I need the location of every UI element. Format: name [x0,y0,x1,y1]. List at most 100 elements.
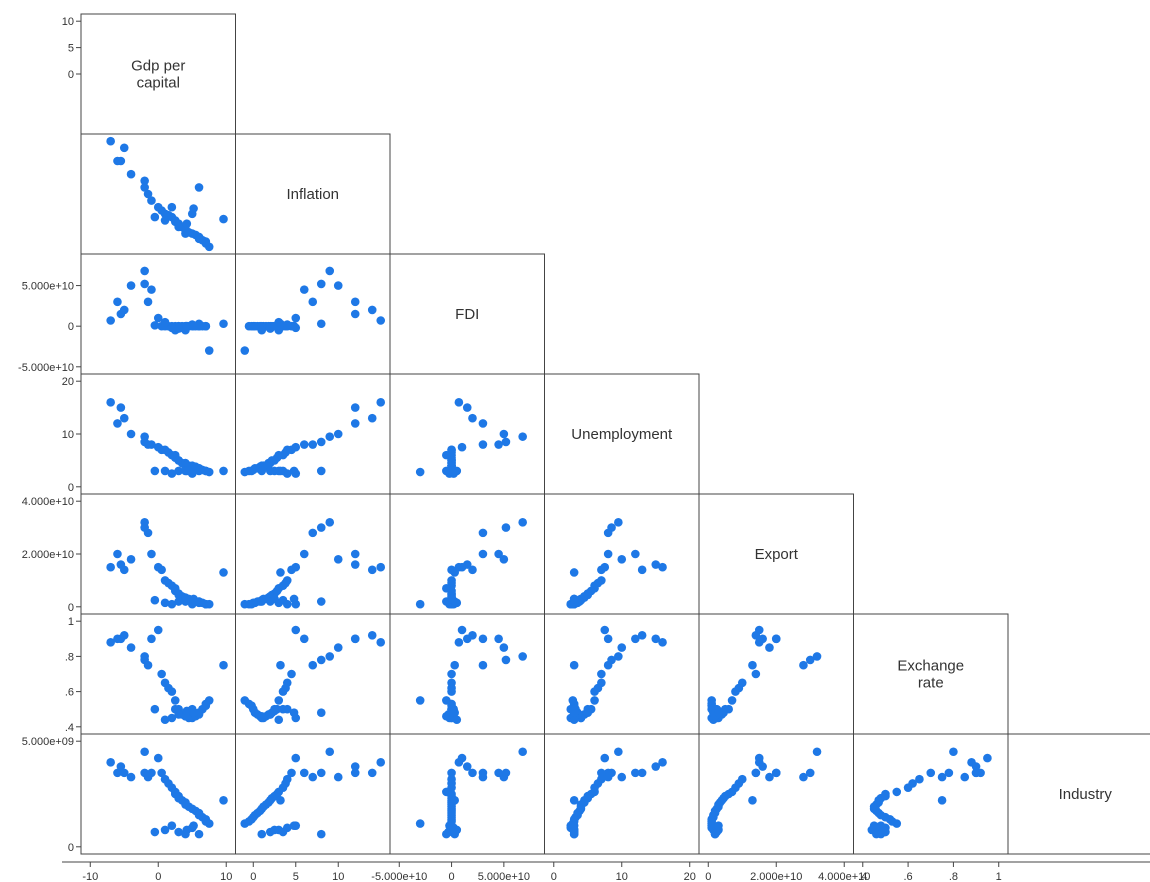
data-point-industry-vs-fdi [450,796,459,805]
data-point-exchange-vs-unemployment [568,696,578,705]
panel-border [235,373,391,495]
data-point-fdi-vs-inflation [376,316,386,325]
y-tick-label: 10 [62,429,74,441]
data-point-exchange-vs-fdi [450,660,459,670]
data-point-exchange-vs-fdi [454,638,464,647]
data-point-industry-vs-export [812,747,822,757]
x-tick-label: .4 [858,871,867,882]
data-point-industry-vs-gdp [182,825,192,835]
data-point-industry-vs-fdi [457,753,467,763]
data-point-fdi-vs-gdp [140,266,149,276]
data-point-industry-vs-unemployment [603,768,613,778]
panel-border [1007,733,1150,855]
data-point-inflation-vs-gdp [113,156,122,166]
data-point-unemployment-vs-gdp [113,419,122,428]
data-point-export-vs-inflation [278,595,288,605]
data-point-industry-vs-inflation [308,772,318,782]
data-point-industry-vs-gdp [194,829,204,839]
data-point-unemployment-vs-fdi [415,467,425,477]
data-point-exchange-vs-export [765,643,774,652]
data-point-export-vs-unemployment [603,549,613,559]
data-point-unemployment-vs-gdp [106,398,115,407]
data-point-exchange-vs-fdi [494,634,503,644]
data-point-inflation-vs-gdp [167,202,177,212]
data-point-export-vs-unemployment [614,518,623,527]
data-point-industry-vs-unemployment [597,768,606,778]
data-point-industry-vs-inflation [350,762,360,771]
data-point-industry-vs-inflation [257,829,267,839]
data-point-export-vs-unemployment [637,565,647,575]
y-tick-label: .6 [65,687,74,699]
data-point-unemployment-vs-fdi [468,413,477,423]
data-point-fdi-vs-inflation [244,321,254,331]
data-point-industry-vs-fdi [478,772,488,782]
data-point-industry-vs-unemployment [569,821,579,830]
data-point-industry-vs-inflation [289,821,299,830]
data-point-fdi-vs-inflation [240,346,250,355]
data-point-industry-vs-inflation [270,825,279,835]
data-point-exchange-vs-export [714,708,723,718]
data-point-industry-vs-export [748,796,757,805]
x-tick-label: -10 [82,871,98,882]
y-tick-label: 10 [62,16,74,28]
x-tick-label: 5.000e+10 [478,871,530,882]
x-tick-label: 5 [293,871,299,882]
data-point-fdi-vs-inflation [276,319,285,329]
data-point-inflation-vs-gdp [160,216,170,225]
data-point-unemployment-vs-inflation [376,398,386,407]
data-point-inflation-vs-gdp [174,222,183,232]
data-point-export-vs-inflation [325,518,335,527]
data-point-export-vs-unemployment [658,562,667,572]
data-point-industry-vs-exchange [892,787,902,797]
data-point-unemployment-vs-inflation [308,440,318,449]
variable-label: Inflation [286,186,339,203]
data-point-fdi-vs-gdp [153,313,163,323]
data-point-export-vs-inflation [333,554,343,564]
data-point-unemployment-vs-gdp [126,429,136,439]
x-tick-label: 0 [155,871,161,882]
panel-border [80,493,236,615]
data-point-industry-vs-inflation [278,827,288,837]
data-point-exchange-vs-gdp [204,696,214,705]
data-point-export-vs-unemployment [651,560,661,569]
data-point-export-vs-inflation [299,549,309,559]
data-point-industry-vs-inflation [325,747,335,757]
data-point-exchange-vs-unemployment [658,638,667,647]
data-point-export-vs-fdi [478,549,488,559]
data-point-exchange-vs-unemployment [590,696,599,705]
x-tick-label: -5.000e+10 [371,871,427,882]
data-point-industry-vs-gdp [126,772,136,782]
x-tick-label: 10 [332,871,344,882]
data-point-unemployment-vs-gdp [116,403,126,412]
data-point-exchange-vs-fdi [468,630,477,640]
data-point-industry-vs-unemployment [651,762,661,771]
data-point-exchange-vs-unemployment [614,652,623,661]
data-point-export-vs-unemployment [597,565,606,575]
data-point-export-vs-inflation [367,565,377,575]
data-point-industry-vs-fdi [462,762,472,771]
data-point-industry-vs-export [714,821,723,830]
x-tick-label: 2.000e+10 [750,871,802,882]
data-point-unemployment-vs-gdp [160,466,170,476]
data-point-export-vs-inflation [240,599,250,609]
data-point-inflation-vs-gdp [219,214,228,224]
data-point-exchange-vs-gdp [219,660,228,670]
data-point-industry-vs-gdp [219,796,228,805]
data-point-unemployment-vs-inflation [350,419,360,428]
data-point-export-vs-inflation [276,568,285,577]
data-point-exchange-vs-unemployment [603,634,613,644]
data-point-unemployment-vs-fdi [462,403,472,412]
data-point-inflation-vs-gdp [140,183,149,192]
data-point-exchange-vs-fdi [457,625,467,635]
data-point-export-vs-unemployment [617,554,627,564]
data-point-industry-vs-exchange [971,768,981,778]
data-point-exchange-vs-inflation [376,638,386,647]
data-point-exchange-vs-inflation [278,704,288,714]
data-point-fdi-vs-gdp [189,321,198,331]
data-point-export-vs-inflation [316,597,326,606]
data-point-industry-vs-fdi [501,768,511,778]
data-point-fdi-vs-inflation [316,319,326,329]
data-point-industry-vs-exchange [892,819,902,828]
data-point-export-vs-inflation [257,597,267,606]
data-point-industry-vs-inflation [276,796,285,805]
